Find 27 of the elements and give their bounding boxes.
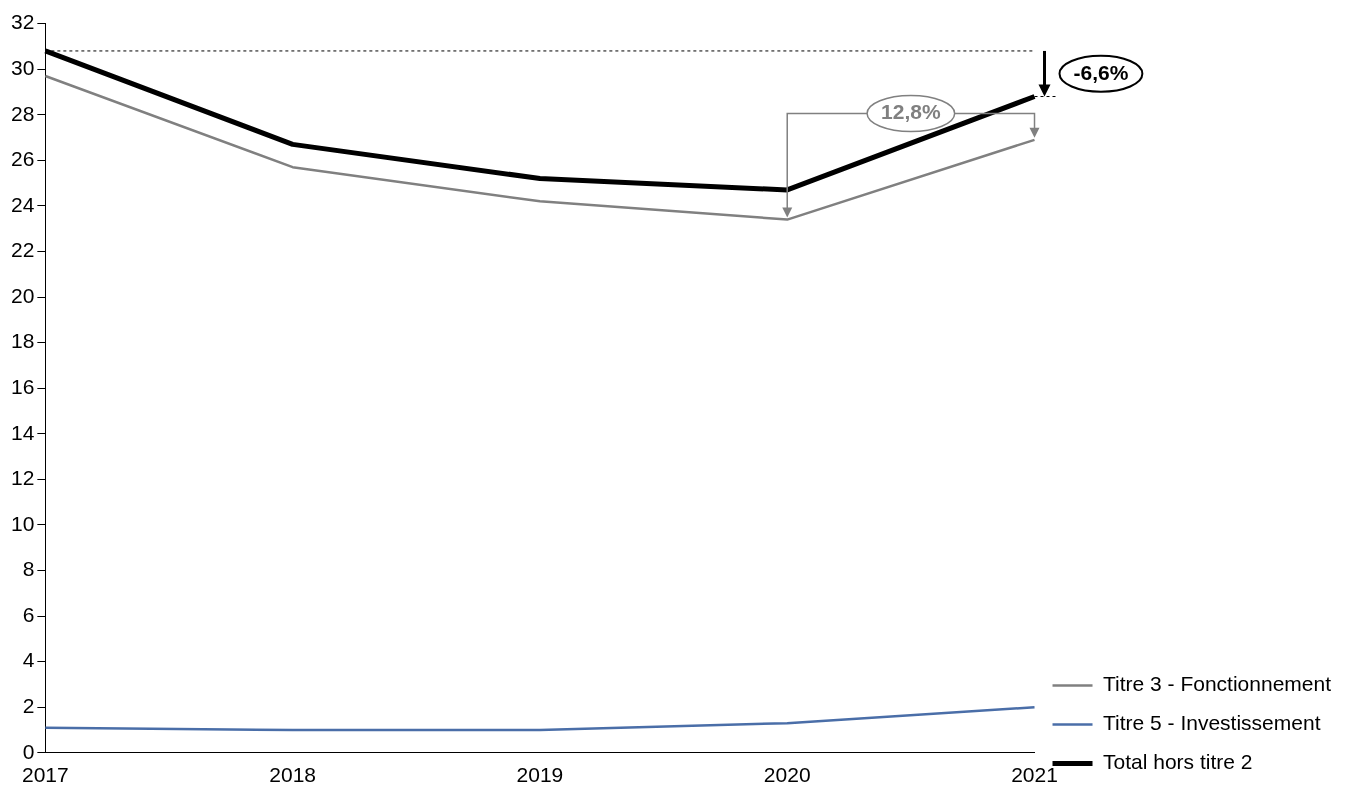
y-tick-label: 14 <box>11 420 35 444</box>
y-tick-label: 28 <box>11 101 35 125</box>
y-tick-label: 6 <box>22 602 35 626</box>
y-tick-label: 4 <box>22 648 35 672</box>
legend-label: Titre 3 - Fonctionnement <box>1103 672 1332 696</box>
y-tick-label: 8 <box>22 557 35 581</box>
y-tick-label: 26 <box>11 147 35 171</box>
text: -6,6% <box>1073 60 1129 84</box>
legend-label: Titre 5 - Investissement <box>1103 711 1321 735</box>
y-tick-label: 16 <box>11 375 35 398</box>
y-tick-label: 24 <box>11 192 35 216</box>
y-tick-label: 0 <box>22 739 35 763</box>
x-tick-label: 2018 <box>269 763 317 787</box>
annotation: 12,8% <box>881 100 941 124</box>
y-tick-label: 18 <box>11 329 35 353</box>
y-tick-label: 22 <box>11 238 35 262</box>
x-tick-label: 2021 <box>1011 763 1058 787</box>
y-tick-label: 30 <box>11 55 35 79</box>
y-tick-label: 32 <box>11 10 35 34</box>
y-tick-label: 12 <box>11 466 35 490</box>
y-tick-label: 10 <box>11 511 35 535</box>
x-tick-label: 2017 <box>22 763 69 787</box>
x-tick-label: 2019 <box>516 763 564 787</box>
y-tick-label: 2 <box>22 694 35 718</box>
x-tick-label: 2020 <box>763 763 811 787</box>
legend-label: Total hors titre 2 <box>1103 750 1253 774</box>
y-tick-label: 20 <box>11 283 35 307</box>
